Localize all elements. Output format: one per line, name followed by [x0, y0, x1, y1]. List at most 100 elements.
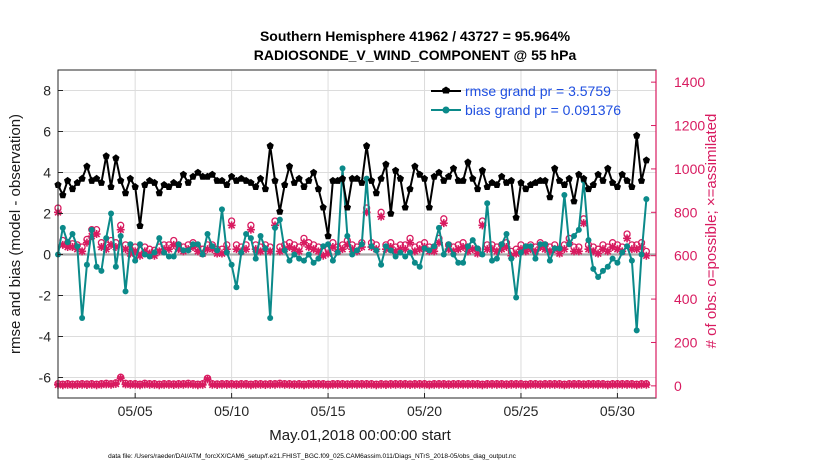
- rmse-point: [642, 156, 650, 164]
- x-tick-label: 05/05: [118, 403, 153, 419]
- bias-point: [146, 253, 153, 260]
- rmse-point: [474, 185, 482, 193]
- obs_assimilated-marker: [266, 247, 275, 256]
- obs_bottom_assimilated-marker: [415, 380, 424, 389]
- bias-point: [98, 267, 105, 274]
- rmse-point: [117, 176, 125, 184]
- obs_assimilated-marker: [107, 240, 116, 249]
- rmse-point: [517, 178, 525, 186]
- obs_bottom_assimilated-marker: [579, 380, 588, 389]
- y-tick-label-left: 0: [43, 247, 51, 263]
- bias-point: [300, 257, 307, 264]
- bias-point: [416, 263, 423, 270]
- bias-point: [387, 247, 394, 254]
- obs_assimilated-marker: [579, 219, 588, 228]
- bias-point: [276, 216, 283, 223]
- rmse-point: [78, 174, 86, 182]
- y-tick-label-right: 200: [674, 334, 698, 350]
- bias-point: [373, 247, 380, 254]
- x-axis-label: May.01,2018 00:00:00 start: [269, 427, 451, 444]
- rmse-point: [228, 172, 236, 180]
- obs_bottom_assimilated-marker: [58, 381, 67, 390]
- bias-point: [638, 251, 645, 258]
- obs_bottom_assimilated-marker: [222, 380, 231, 389]
- rmse-point: [184, 178, 192, 186]
- bias-point: [136, 241, 143, 248]
- obs_bottom_assimilated-marker: [574, 380, 583, 389]
- y-axis-label-right: # of obs: o=possible; ×=assimilated: [703, 114, 720, 349]
- bias-point: [305, 251, 312, 258]
- obs_bottom_assimilated-marker: [555, 380, 564, 389]
- rmse-point: [589, 181, 597, 188]
- obs_bottom_assimilated-marker: [237, 380, 246, 389]
- obs_assimilated-marker: [150, 251, 159, 260]
- obs_assimilated-marker: [406, 238, 415, 247]
- bias-point: [165, 253, 172, 260]
- obs_assimilated-marker: [391, 247, 400, 256]
- bias-point: [585, 237, 592, 244]
- obs_assimilated-marker: [285, 243, 294, 252]
- obs_bottom_assimilated-marker: [63, 380, 72, 389]
- obs_bottom_assimilated-marker: [541, 380, 550, 389]
- bias-point: [170, 253, 177, 260]
- obs_bottom_assimilated-marker: [550, 380, 559, 389]
- obs_bottom_assimilated-marker: [632, 381, 641, 390]
- axis-layer: 05/05 05/10 05/15 05/20 05/25 05/30 -6 -4 -2 0 2 4 6…: [39, 70, 705, 419]
- rmse-point: [454, 176, 462, 184]
- obs_bottom_assimilated-marker: [449, 380, 458, 389]
- bias-point: [513, 294, 520, 301]
- rmse-point: [305, 176, 313, 184]
- bias-point: [619, 249, 626, 256]
- bias-point: [233, 284, 240, 291]
- obs_bottom_assimilated-marker: [459, 380, 468, 389]
- rmse-point: [459, 176, 467, 184]
- bias-point: [624, 243, 631, 250]
- obs_bottom_assimilated-marker: [642, 380, 651, 389]
- obs_bottom_assimilated-marker: [594, 380, 603, 389]
- obs_assimilated-marker: [275, 247, 284, 256]
- obs_assimilated-marker: [545, 247, 554, 256]
- bias-point: [329, 257, 336, 264]
- bias-point: [614, 259, 621, 266]
- rmse-point: [179, 170, 187, 178]
- rmse-point: [319, 203, 327, 211]
- obs_bottom_assimilated-marker: [353, 380, 361, 389]
- obs_bottom_assimilated-marker: [430, 380, 439, 389]
- obs_assimilated-marker: [227, 221, 236, 230]
- obs_bottom_assimilated-marker: [492, 380, 501, 389]
- rmse-point: [435, 168, 443, 176]
- obs_assimilated-marker: [213, 249, 222, 258]
- obs_assimilated-marker: [155, 247, 164, 256]
- obs_assimilated-marker: [570, 247, 579, 256]
- obs_bottom_assimilated-marker: [526, 380, 535, 389]
- obs_bottom_assimilated-marker: [377, 380, 386, 389]
- obs_bottom_assimilated-marker: [140, 380, 149, 389]
- obs_assimilated-marker: [304, 243, 313, 252]
- bias-point: [397, 249, 404, 256]
- y-tick-label-right: 1200: [674, 118, 705, 134]
- bias-point: [508, 255, 515, 262]
- rmse-point: [194, 168, 202, 176]
- bias-point: [474, 245, 481, 252]
- obs_bottom_assimilated-marker: [357, 380, 366, 389]
- chart-title-line2: RADIOSONDE_V_WIND_COMPONENT @ 55 hPa: [254, 47, 577, 63]
- obs_assimilated-marker: [473, 249, 482, 258]
- obs_bottom_assimilated-marker: [584, 380, 593, 389]
- rmse-point: [430, 172, 438, 180]
- obs_bottom_assimilated-marker: [536, 380, 545, 389]
- rmse-point: [449, 164, 458, 172]
- rmse-point: [338, 174, 347, 182]
- obs_bottom_assimilated-marker: [348, 380, 357, 389]
- bias-point: [132, 257, 139, 264]
- obs_bottom_assimilated-marker: [637, 380, 646, 389]
- y-tick-label-left: 6: [43, 124, 51, 140]
- rmse-point: [522, 185, 530, 193]
- obs_bottom_assimilated-marker: [565, 380, 574, 389]
- bias-point: [315, 255, 322, 262]
- bias-point: [238, 249, 245, 256]
- bias-point: [117, 233, 124, 240]
- bias-point: [214, 247, 221, 254]
- obs_bottom_assimilated-marker: [420, 380, 429, 389]
- rmse-point: [555, 176, 564, 184]
- bias-point: [445, 241, 452, 248]
